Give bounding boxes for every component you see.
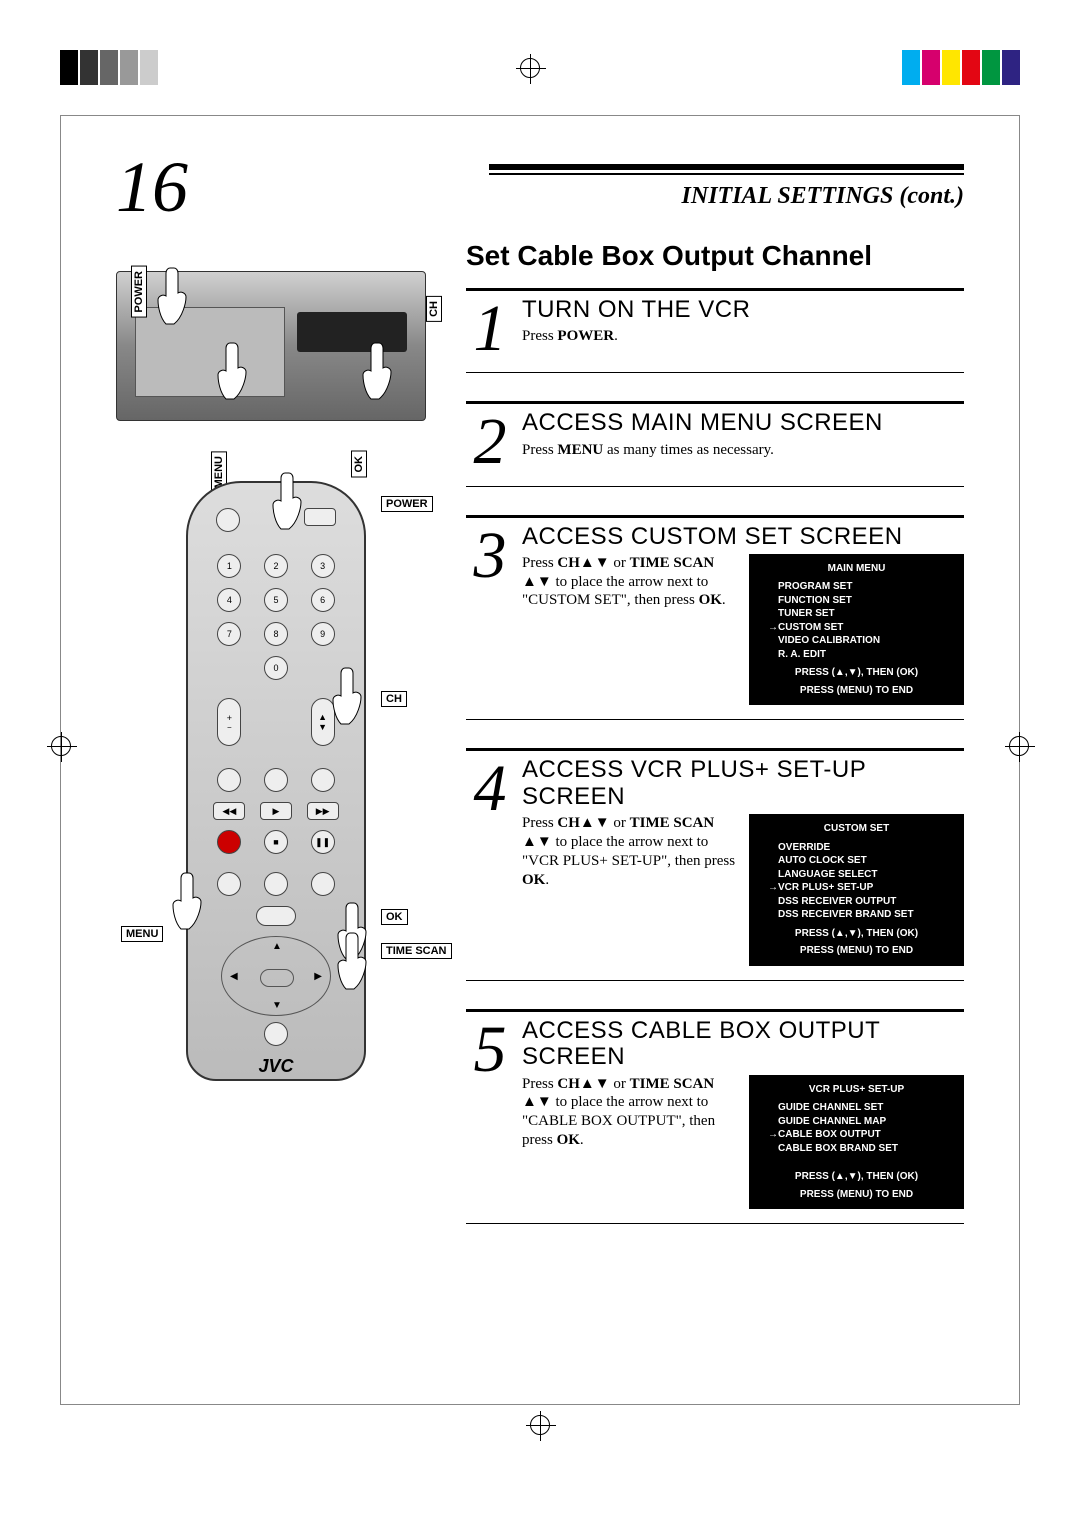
step-text: Press CH▲▼ or TIME SCAN ▲▼ to place the … bbox=[522, 1075, 737, 1150]
steps-column: Set Cable Box Output Channel 1 TURN ON T… bbox=[466, 241, 964, 1224]
illustrations-column: POWER CH MENU OK 123 456 789 0 +−▲▼ bbox=[116, 241, 436, 1224]
registration-mark-icon bbox=[1009, 736, 1029, 756]
step-5: 5 ACCESS CABLE BOX OUTPUT SCREEN Press C… bbox=[466, 1009, 964, 1224]
registration-bar-top bbox=[60, 50, 1020, 85]
section-title: Set Cable Box Output Channel bbox=[466, 241, 964, 272]
osd-custom-set: CUSTOM SET OVERRIDEAUTO CLOCK SETLANGUAG… bbox=[749, 814, 964, 966]
hand-icon bbox=[216, 341, 252, 401]
remote-illustration: 123 456 789 0 +−▲▼ ◀◀▶▶▶ ■❚❚ bbox=[116, 481, 436, 1081]
callout-ch: CH bbox=[426, 296, 442, 322]
page-frame: 16 INITIAL SETTINGS (cont.) bbox=[60, 115, 1020, 1405]
step-text: Press CH▲▼ or TIME SCAN ▲▼ to place the … bbox=[522, 814, 737, 889]
vcr-illustration: POWER CH MENU OK bbox=[116, 271, 436, 421]
page-header: 16 INITIAL SETTINGS (cont.) bbox=[116, 151, 964, 223]
step-text: Press MENU as many times as necessary. bbox=[522, 441, 964, 460]
page-body: POWER CH MENU OK 123 456 789 0 +−▲▼ bbox=[116, 241, 964, 1224]
step-number: 5 bbox=[466, 1018, 514, 1209]
brand-logo: JVC bbox=[206, 1056, 346, 1077]
hand-icon bbox=[171, 871, 207, 931]
step-heading: ACCESS CUSTOM SET SCREEN bbox=[522, 524, 964, 550]
step-number: 4 bbox=[466, 757, 514, 965]
step-4: 4 ACCESS VCR PLUS+ SET-UP SCREEN Press C… bbox=[466, 748, 964, 980]
header-rule bbox=[489, 164, 964, 175]
registration-bar-bottom bbox=[60, 1415, 1020, 1435]
step-heading: ACCESS CABLE BOX OUTPUT SCREEN bbox=[522, 1018, 964, 1071]
hand-icon bbox=[361, 341, 397, 401]
callout-ok: OK bbox=[351, 451, 367, 478]
step-number: 3 bbox=[466, 524, 514, 706]
step-heading: ACCESS VCR PLUS+ SET-UP SCREEN bbox=[522, 757, 964, 810]
hand-icon bbox=[271, 471, 307, 531]
step-text: Press POWER. bbox=[522, 327, 964, 346]
step-number: 2 bbox=[466, 410, 514, 471]
step-text: Press CH▲▼ or TIME SCAN ▲▼ to place the … bbox=[522, 554, 737, 610]
step-heading: TURN ON THE VCR bbox=[522, 297, 964, 323]
callout-menu: MENU bbox=[121, 926, 163, 942]
printer-spread: 16 INITIAL SETTINGS (cont.) bbox=[0, 0, 1080, 1528]
registration-mark-icon bbox=[530, 1415, 550, 1435]
step-number: 1 bbox=[466, 297, 514, 358]
osd-vcrplus-setup: VCR PLUS+ SET-UP GUIDE CHANNEL SETGUIDE … bbox=[749, 1075, 964, 1210]
registration-mark-icon bbox=[51, 736, 71, 756]
callout-ok: OK bbox=[381, 909, 408, 925]
callout-ch: CH bbox=[381, 691, 407, 707]
callout-power: POWER bbox=[381, 496, 433, 512]
osd-main-menu: MAIN MENU PROGRAM SETFUNCTION SETTUNER S… bbox=[749, 554, 964, 706]
header-title: INITIAL SETTINGS (cont.) bbox=[682, 183, 964, 210]
hand-icon bbox=[156, 266, 192, 326]
callout-timescan: TIME SCAN bbox=[381, 943, 452, 959]
callout-power: POWER bbox=[131, 266, 147, 318]
step-1: 1 TURN ON THE VCR Press POWER. bbox=[466, 288, 964, 373]
step-heading: ACCESS MAIN MENU SCREEN bbox=[522, 410, 964, 436]
hand-icon bbox=[336, 931, 372, 991]
page-number: 16 bbox=[116, 151, 188, 223]
hand-icon bbox=[331, 666, 367, 726]
step-3: 3 ACCESS CUSTOM SET SCREEN Press CH▲▼ or… bbox=[466, 515, 964, 721]
step-2: 2 ACCESS MAIN MENU SCREEN Press MENU as … bbox=[466, 401, 964, 486]
registration-mark-icon bbox=[520, 58, 540, 78]
